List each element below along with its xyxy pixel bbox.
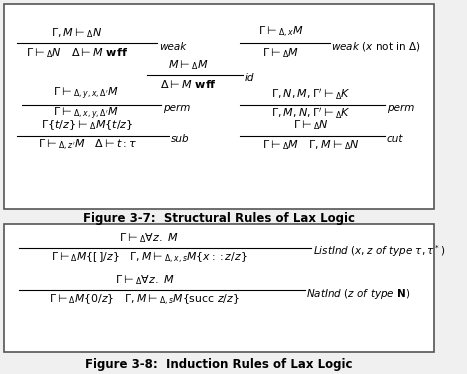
Text: $\Gamma \vdash_{\Delta, z^{\prime}} M \quad \Delta \vdash t : \tau$: $\Gamma \vdash_{\Delta, z^{\prime}} M \q… (38, 138, 137, 153)
Text: perm: perm (387, 103, 414, 113)
Text: $ListInd\ (x, z\ \mathit{of\ type}\ \tau, \tau^*)$: $ListInd\ (x, z\ \mathit{of\ type}\ \tau… (313, 243, 445, 259)
Text: $\Gamma \vdash_{\Delta} N \quad \Delta \vdash M\ \mathbf{wff}$: $\Gamma \vdash_{\Delta} N \quad \Delta \… (26, 46, 128, 60)
Text: weak $(x\ \mathrm{not\ in}\ \Delta)$: weak $(x\ \mathrm{not\ in}\ \Delta)$ (332, 40, 421, 53)
Text: $\Gamma \vdash_{\Delta} \forall z.\ M$: $\Gamma \vdash_{\Delta} \forall z.\ M$ (115, 272, 175, 287)
Text: $\Gamma \vdash_{\Delta} N$: $\Gamma \vdash_{\Delta} N$ (293, 119, 329, 132)
Text: $\Gamma \vdash_{\Delta, x} M$: $\Gamma \vdash_{\Delta, x} M$ (258, 25, 304, 40)
Text: $\Gamma \vdash_{\Delta} M$: $\Gamma \vdash_{\Delta} M$ (262, 46, 299, 60)
Text: $\Gamma\{t/z\} \vdash_{\Delta} M\{t/z\}$: $\Gamma\{t/z\} \vdash_{\Delta} M\{t/z\}$ (42, 119, 134, 132)
Text: sub: sub (170, 134, 189, 144)
Text: $\Gamma \vdash_{\Delta} M\{0/z\} \quad \Gamma, M \vdash_{\Delta, s} M\{\mathrm{s: $\Gamma \vdash_{\Delta} M\{0/z\} \quad \… (50, 293, 240, 308)
Text: $\Gamma \vdash_{\Delta} M\{[\,]/z\} \quad \Gamma, M \vdash_{\Delta, x, s} M\{x :: $\Gamma \vdash_{\Delta} M\{[\,]/z\} \qua… (51, 251, 248, 266)
Text: $\Gamma, N, M, \Gamma^{\prime} \vdash_{\Delta} K$: $\Gamma, N, M, \Gamma^{\prime} \vdash_{\… (271, 87, 351, 102)
Text: $\Gamma \vdash_{\Delta} \forall z.\ M$: $\Gamma \vdash_{\Delta} \forall z.\ M$ (119, 230, 179, 245)
Text: $\Delta \vdash M\ \mathbf{wff}$: $\Delta \vdash M\ \mathbf{wff}$ (160, 78, 217, 90)
Text: $\Gamma, M \vdash_{\Delta} N$: $\Gamma, M \vdash_{\Delta} N$ (51, 26, 102, 40)
Text: id: id (245, 73, 254, 83)
Text: $\Gamma \vdash_{\Delta, x, y, \Delta^{\prime}} M$: $\Gamma \vdash_{\Delta, x, y, \Delta^{\p… (53, 106, 118, 122)
Text: $\Gamma \vdash_{\Delta} M \quad \Gamma, M \vdash_{\Delta} N$: $\Gamma \vdash_{\Delta} M \quad \Gamma, … (262, 138, 360, 152)
Text: cut: cut (387, 134, 403, 144)
FancyBboxPatch shape (4, 224, 434, 352)
Text: perm: perm (163, 103, 191, 113)
Text: Figure 3-7:  Structural Rules of Lax Logic: Figure 3-7: Structural Rules of Lax Logi… (83, 212, 355, 225)
FancyBboxPatch shape (4, 4, 434, 209)
Text: $\Gamma, M, N, \Gamma^{\prime} \vdash_{\Delta} K$: $\Gamma, M, N, \Gamma^{\prime} \vdash_{\… (271, 107, 351, 122)
Text: $M \vdash_{\Delta} M$: $M \vdash_{\Delta} M$ (168, 58, 209, 71)
Text: $NatInd\ (z\ \mathit{of\ type}\ \mathbf{N})$: $NatInd\ (z\ \mathit{of\ type}\ \mathbf{… (306, 286, 411, 301)
Text: $\Gamma \vdash_{\Delta, y, x, \Delta^{\prime}} M$: $\Gamma \vdash_{\Delta, y, x, \Delta^{\p… (53, 86, 118, 102)
Text: Figure 3-8:  Induction Rules of Lax Logic: Figure 3-8: Induction Rules of Lax Logic (85, 358, 353, 371)
Text: weak: weak (159, 42, 186, 52)
